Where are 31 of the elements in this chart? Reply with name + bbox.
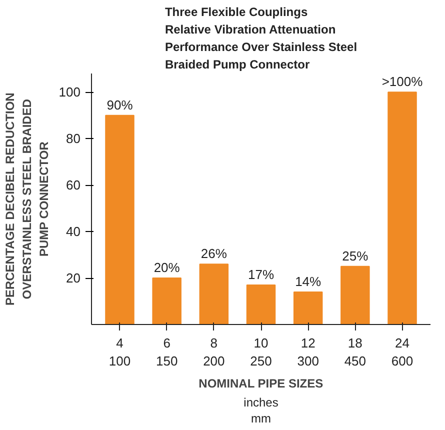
x-tick-label: 12 300 — [297, 336, 319, 368]
x-tick-label: 10 250 — [250, 336, 272, 368]
y-tick-label: 40 — [66, 224, 81, 240]
x-tick-label: 18 450 — [344, 336, 366, 368]
y-axis-title: PERCENTAGE DECIBEL REDUCTION OVERSTAINLESS STEEL BRAIDED PUMP CONNECTOR — [3, 92, 51, 306]
text: inches — [244, 396, 278, 410]
x-tick-label: 4 100 — [108, 336, 131, 368]
bar — [105, 114, 134, 324]
bar — [340, 266, 370, 324]
data-label: 14% — [295, 274, 322, 289]
x-axis-title: NOMINAL PIPE SIZES — [198, 376, 324, 390]
x-tick-label: 24 600 — [391, 336, 414, 368]
data-label: 90% — [106, 97, 134, 112]
data-label: 20% — [154, 260, 180, 276]
bar — [293, 291, 323, 324]
data-label: 26% — [200, 246, 228, 262]
text: mm — [251, 412, 272, 426]
bar — [388, 92, 417, 324]
y-tick-label: 60 — [66, 178, 81, 193]
x-tick-label: 6 150 — [156, 336, 178, 368]
data-label: 25% — [342, 248, 369, 264]
x-tick-label: 8 200 — [203, 336, 225, 368]
y-tick-label: 100 — [58, 84, 81, 100]
bar — [246, 284, 276, 324]
data-label: >100% — [382, 74, 424, 90]
bar — [199, 264, 229, 324]
y-tick-label: 20 — [66, 270, 81, 286]
bar — [152, 278, 182, 324]
data-label: 17% — [248, 266, 274, 282]
chart-title: Three Flexible Couplings Relative Vibration Attenuation Performance Over Stainless Steel Braided Pump Connector — [164, 5, 358, 72]
y-tick-label: 80 — [66, 131, 81, 146]
